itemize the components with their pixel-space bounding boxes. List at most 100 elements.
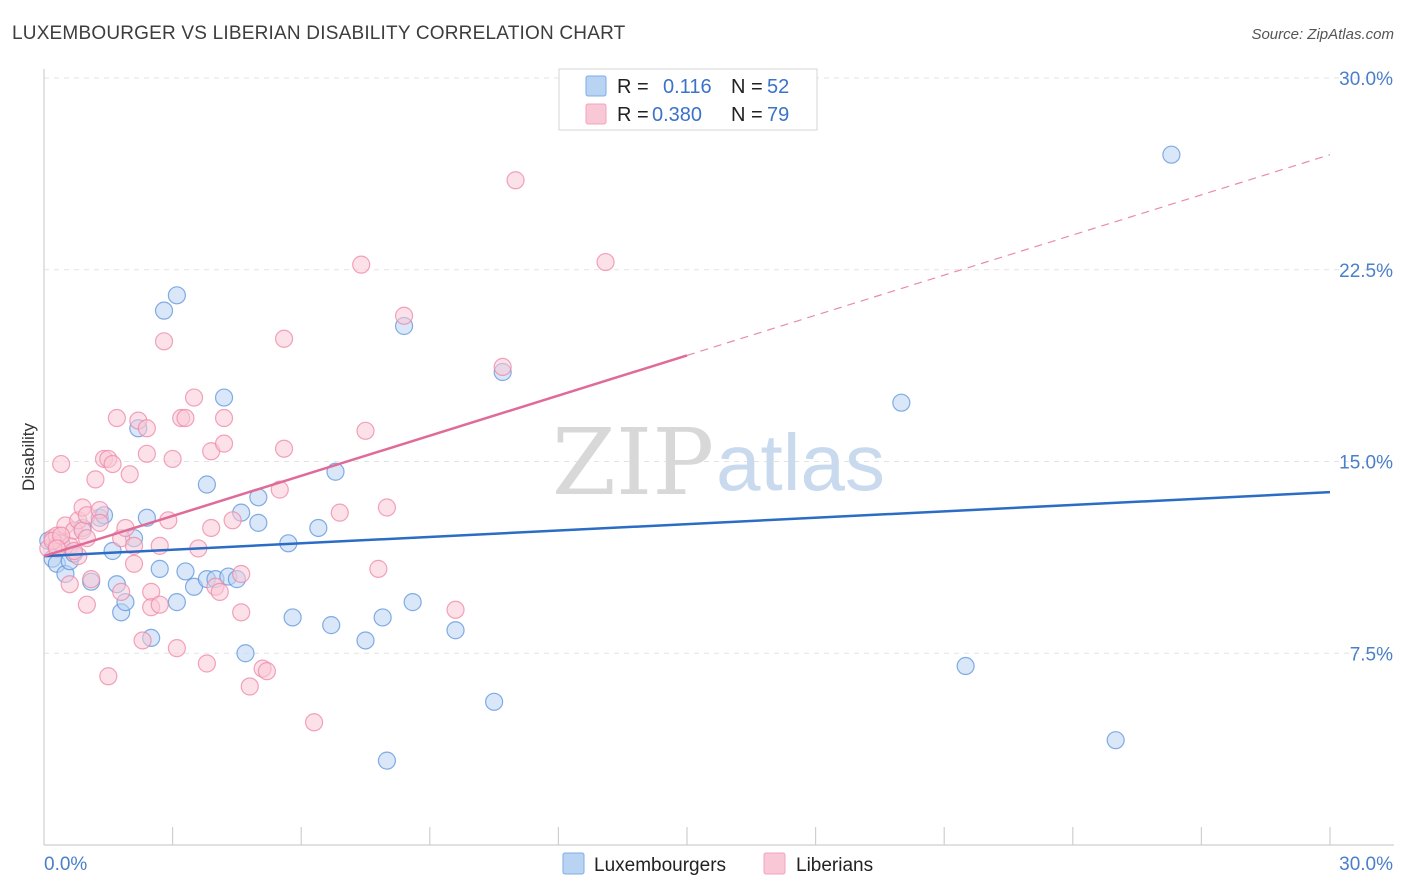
watermark-atlas: atlas — [716, 418, 885, 507]
point-liberians-70 — [596, 252, 615, 272]
point-liberians-29 — [124, 536, 144, 555]
legend-n-value-2: 79 — [767, 104, 789, 126]
point-liberians-69 — [506, 171, 525, 190]
legend-swatch-luxembourgers — [585, 75, 607, 97]
series-legend: Luxembourgers Liberians — [562, 852, 873, 876]
point-liberians-62 — [352, 255, 371, 274]
point-liberians-31 — [133, 631, 152, 650]
point-luxembourgers-36 — [283, 608, 302, 627]
x-tick-label-1: 30.0% — [1339, 854, 1393, 875]
point-liberians-64 — [369, 559, 388, 578]
point-liberians-16 — [82, 570, 101, 589]
y-axis-label: Disability — [19, 422, 38, 491]
point-liberians-24 — [107, 408, 126, 428]
point-liberians-65 — [377, 498, 397, 517]
point-liberians-14 — [77, 595, 96, 614]
legend-r-value-2: 0.380 — [652, 104, 702, 126]
point-luxembourgers-33 — [249, 513, 268, 532]
point-luxembourgers-19 — [150, 559, 169, 578]
stats-legend: R = 0.116 N = 52 R = 0.380 N = 79 — [558, 68, 818, 131]
point-liberians-7 — [60, 575, 79, 594]
point-luxembourgers-21 — [167, 286, 186, 305]
point-luxembourgers-32 — [236, 644, 255, 663]
point-liberians-17 — [86, 470, 105, 489]
point-liberians-56 — [257, 662, 277, 681]
point-liberians-57 — [270, 480, 289, 499]
trend-lines — [43, 154, 1331, 558]
point-liberians-28 — [124, 554, 144, 573]
legend-r-label-2: R = — [617, 104, 649, 126]
point-liberians-4 — [52, 454, 71, 474]
point-luxembourgers-48 — [892, 393, 911, 412]
point-liberians-32 — [137, 419, 156, 438]
series-legend-swatch-liberians — [763, 852, 786, 875]
trend-line-luxembourgers — [43, 490, 1331, 558]
y-tick-label-2: 22.5% — [1339, 261, 1393, 282]
chart-title: LUXEMBOURGER VS LIBERIAN DISABILITY CORR… — [12, 23, 626, 44]
legend-n-label-1: N = — [731, 76, 763, 98]
x-tick-labels: 0.0% 30.0% — [44, 854, 1393, 875]
legend-n-value-1: 52 — [767, 76, 789, 98]
point-liberians-45 — [197, 654, 216, 673]
point-luxembourgers-45 — [446, 621, 465, 640]
point-liberians-39 — [163, 449, 182, 469]
scatter-points — [39, 145, 1181, 770]
point-liberians-68 — [493, 357, 512, 377]
point-liberians-42 — [176, 408, 195, 428]
legend-r-label-1: R = — [617, 76, 649, 98]
point-liberians-54 — [240, 677, 259, 696]
point-liberians-61 — [330, 503, 349, 522]
point-luxembourgers-51 — [1162, 145, 1181, 164]
point-liberians-51 — [214, 408, 234, 428]
point-liberians-40 — [167, 639, 186, 658]
point-liberians-27 — [120, 465, 139, 484]
point-luxembourgers-37 — [309, 518, 328, 538]
point-liberians-33 — [137, 444, 156, 463]
point-liberians-76 — [150, 595, 169, 614]
legend-r-value-1: 0.116 — [663, 76, 712, 98]
point-luxembourgers-23 — [176, 562, 195, 581]
point-luxembourgers-50 — [1106, 731, 1125, 750]
legend-swatch-liberians — [585, 103, 607, 125]
point-liberians-75 — [112, 582, 131, 601]
point-luxembourgers-38 — [322, 616, 341, 635]
point-luxembourgers-11 — [103, 541, 122, 561]
watermark-zip: ZIP — [552, 409, 714, 516]
point-liberians-43 — [184, 388, 204, 407]
point-liberians-77 — [232, 564, 251, 584]
point-luxembourgers-41 — [373, 608, 392, 627]
series-legend-swatch-luxembourgers — [562, 852, 585, 875]
y-tick-label-0: 7.5% — [1350, 644, 1393, 665]
point-liberians-53 — [232, 603, 251, 622]
point-liberians-37 — [154, 332, 174, 351]
point-luxembourgers-22 — [167, 593, 186, 612]
point-luxembourgers-26 — [197, 475, 216, 494]
trend-line-liberians — [43, 354, 688, 558]
trend-line-extension-liberians — [686, 154, 1331, 356]
point-liberians-46 — [202, 518, 221, 538]
point-liberians-66 — [394, 306, 414, 325]
y-tick-label-3: 30.0% — [1339, 69, 1393, 90]
point-luxembourgers-20 — [154, 301, 174, 320]
point-liberians-63 — [356, 421, 375, 440]
point-liberians-50 — [214, 434, 234, 453]
point-luxembourgers-46 — [485, 692, 504, 711]
point-liberians-49 — [210, 582, 229, 601]
point-luxembourgers-49 — [956, 656, 975, 676]
y-tick-labels: 7.5% 15.0% 22.5% 30.0% — [1339, 69, 1393, 665]
point-luxembourgers-42 — [377, 751, 397, 770]
series-legend-label-liberians: Liberians — [796, 855, 873, 876]
point-liberians-23 — [103, 454, 122, 474]
point-liberians-60 — [304, 713, 324, 732]
point-liberians-22 — [99, 667, 118, 686]
point-liberians-19 — [90, 513, 109, 532]
point-luxembourgers-44 — [403, 593, 422, 612]
point-luxembourgers-40 — [356, 631, 375, 650]
point-luxembourgers-28 — [214, 388, 234, 407]
legend-n-label-2: N = — [731, 104, 763, 126]
point-liberians-67 — [446, 600, 465, 619]
chart-source: Source: ZipAtlas.com — [1251, 26, 1394, 43]
y-tick-label-1: 15.0% — [1339, 453, 1393, 474]
point-liberians-52 — [223, 511, 242, 530]
